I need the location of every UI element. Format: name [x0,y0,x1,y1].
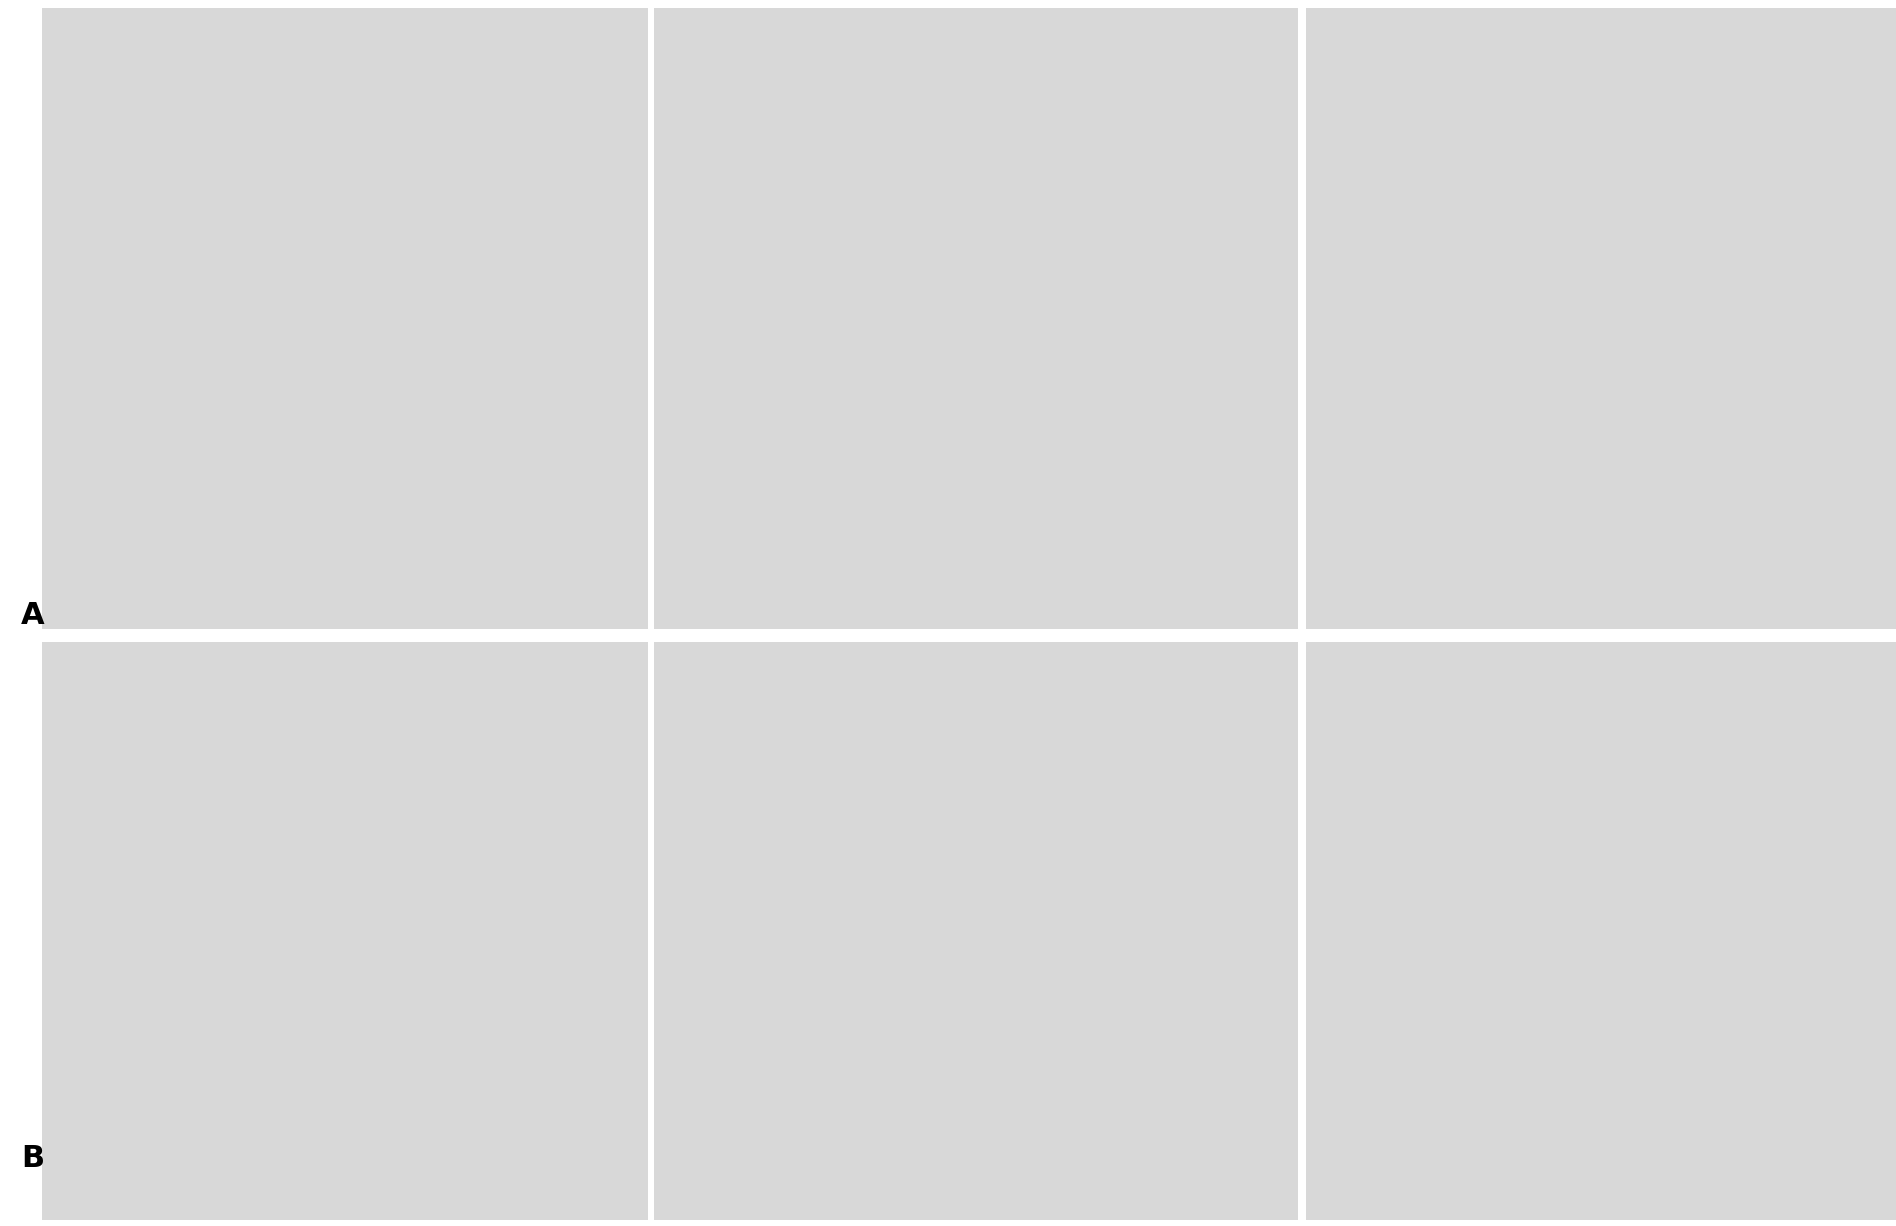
Text: B: B [21,1144,44,1173]
Text: A: A [21,601,44,630]
